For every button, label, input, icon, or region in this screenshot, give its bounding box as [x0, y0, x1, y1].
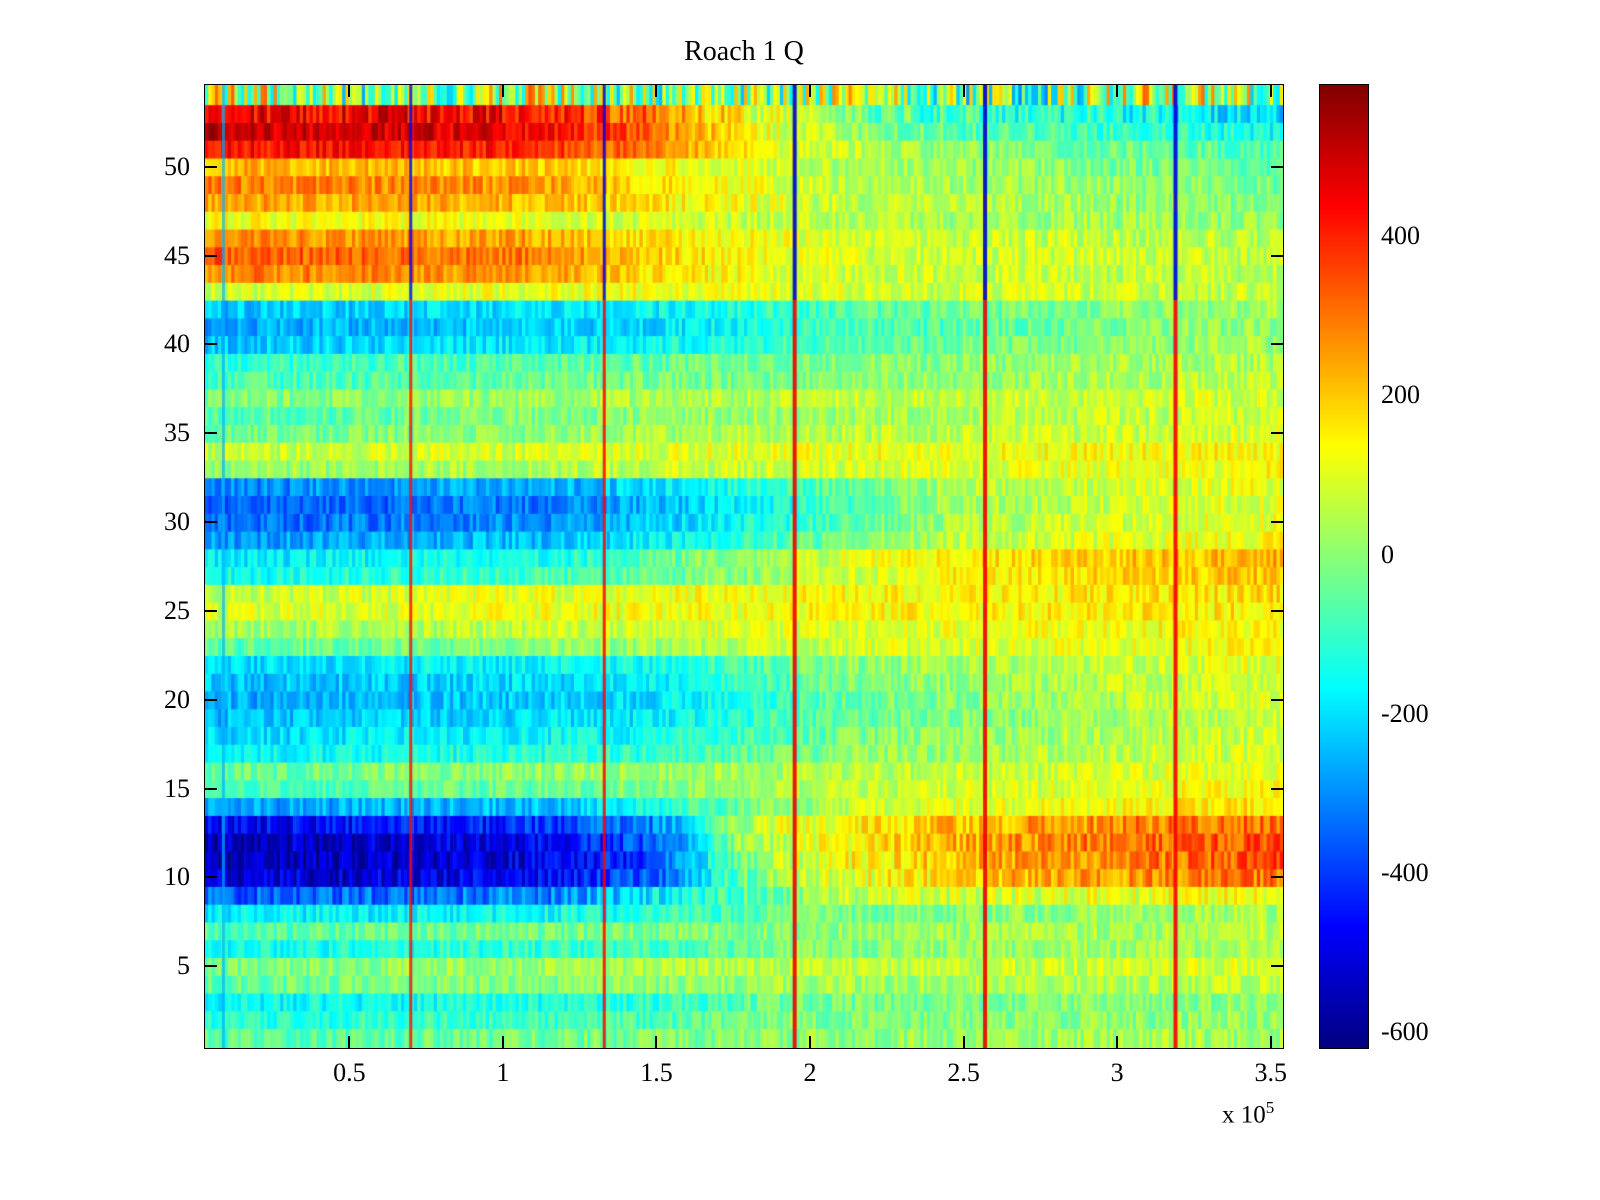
- axis-tick-mark: [1271, 787, 1283, 790]
- colorbar-canvas: [1320, 85, 1368, 1048]
- axis-tick-mark: [1116, 85, 1119, 97]
- y-tick-label: 50: [164, 151, 190, 181]
- x-axis-offset-exponent: 5: [1265, 1098, 1275, 1117]
- axis-tick-mark: [962, 1036, 965, 1048]
- axis-tick-mark: [1271, 343, 1283, 346]
- axis-tick-mark: [1269, 85, 1272, 97]
- colorbar-frame: [1319, 84, 1369, 1049]
- axis-tick-mark: [205, 521, 217, 524]
- x-tick-label: 2: [803, 1058, 817, 1087]
- axis-tick-mark: [1271, 698, 1283, 701]
- axis-tick-mark: [1271, 521, 1283, 524]
- x-tick-label: 1: [496, 1058, 510, 1087]
- axis-tick-mark: [809, 85, 812, 97]
- colorbar-tick-label: 400: [1381, 221, 1420, 251]
- axis-tick-mark: [205, 432, 217, 435]
- plot-frame: [204, 84, 1284, 1049]
- y-tick-label: 30: [164, 507, 190, 537]
- y-tick-label: 45: [164, 240, 190, 270]
- axis-tick-mark: [809, 1036, 812, 1048]
- heatmap-canvas: [205, 85, 1283, 1048]
- axis-tick-mark: [205, 343, 217, 346]
- y-tick-label: 10: [164, 862, 190, 892]
- y-tick-label: 15: [164, 773, 190, 803]
- axis-tick-mark: [1269, 1036, 1272, 1048]
- x-tick-label: 1.5: [640, 1058, 673, 1087]
- axis-tick-mark: [655, 1036, 658, 1048]
- x-tick-label: 2.5: [947, 1058, 980, 1087]
- colorbar-tick-label: 200: [1381, 380, 1420, 410]
- axis-tick-mark: [962, 85, 965, 97]
- chart-title: Roach 1 Q: [684, 36, 804, 67]
- y-tick-label: 35: [164, 418, 190, 448]
- colorbar-tick-label: -200: [1381, 698, 1429, 728]
- colorbar-tick-label: -400: [1381, 857, 1429, 887]
- axis-tick-mark: [1271, 254, 1283, 257]
- axis-tick-mark: [501, 1036, 504, 1048]
- y-tick-label: 20: [164, 684, 190, 714]
- x-tick-label: 3: [1110, 1058, 1124, 1087]
- x-axis-offset-label: x 105: [1222, 1098, 1274, 1129]
- y-tick-label: 40: [164, 329, 190, 359]
- x-tick-label: 3.5: [1254, 1058, 1287, 1087]
- axis-tick-mark: [205, 609, 217, 612]
- axis-tick-mark: [1271, 609, 1283, 612]
- axis-tick-mark: [501, 85, 504, 97]
- colorbar-tick-label: 0: [1381, 539, 1394, 569]
- axis-tick-mark: [348, 85, 351, 97]
- x-axis-offset-base: x 10: [1222, 1101, 1266, 1129]
- axis-tick-mark: [1271, 432, 1283, 435]
- axis-tick-mark: [1271, 965, 1283, 968]
- axis-tick-mark: [348, 1036, 351, 1048]
- axis-tick-mark: [205, 876, 217, 879]
- x-tick-label: 0.5: [333, 1058, 366, 1087]
- axis-tick-mark: [205, 965, 217, 968]
- y-tick-label: 5: [177, 951, 190, 981]
- axis-tick-mark: [655, 85, 658, 97]
- axis-tick-mark: [205, 787, 217, 790]
- axis-tick-mark: [205, 254, 217, 257]
- axis-tick-mark: [1271, 876, 1283, 879]
- axis-tick-mark: [205, 698, 217, 701]
- y-tick-label: 25: [164, 595, 190, 625]
- axis-tick-mark: [1271, 165, 1283, 168]
- axis-tick-mark: [1116, 1036, 1119, 1048]
- colorbar-tick-label: -600: [1381, 1017, 1429, 1047]
- axis-tick-mark: [205, 165, 217, 168]
